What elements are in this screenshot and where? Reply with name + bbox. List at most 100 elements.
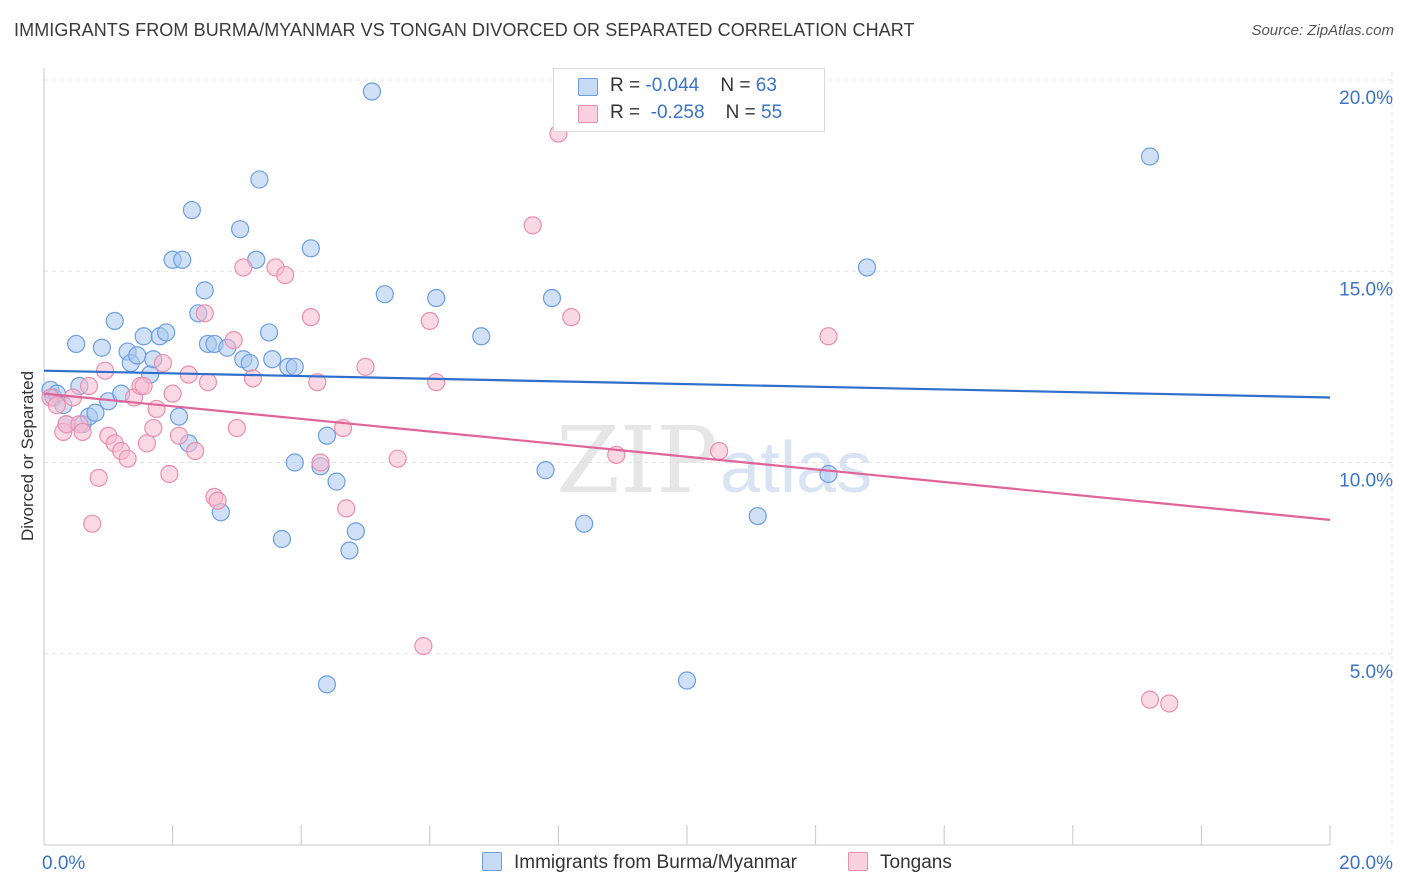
bottom-legend-series1: Immigrants from Burma/Myanmar [482, 852, 797, 874]
point-burma [169, 407, 189, 426]
point-tongan [160, 464, 179, 484]
point-tongan [47, 396, 66, 415]
point-burma [285, 357, 304, 376]
bottom-legend-label-series2: Tongans [880, 852, 952, 873]
point-burma [240, 353, 259, 373]
point-tongan [153, 353, 173, 373]
point-tongan [195, 304, 214, 323]
point-tongan [198, 373, 218, 392]
point-burma [173, 250, 192, 269]
point-tongan [819, 327, 838, 346]
point-burma [340, 541, 359, 560]
point-burma [542, 288, 562, 308]
legend-text-series1: R = -0.044 N = 63 [610, 75, 777, 97]
trend-line-burma [43, 369, 1331, 399]
legend-r-value: -0.044 [645, 75, 700, 96]
point-burma [128, 346, 147, 365]
point-burma [92, 338, 111, 357]
point-tongan [224, 331, 243, 350]
legend-swatch-blue [578, 78, 598, 96]
point-burma [272, 529, 292, 549]
point-tongan [710, 441, 729, 461]
point-tongan [186, 441, 205, 461]
legend-text-series2: R = -0.258 N = 55 [610, 102, 782, 124]
trend-line-tongan [43, 392, 1331, 521]
point-burma [105, 311, 124, 331]
point-burma [857, 258, 877, 277]
point-burma [317, 426, 337, 445]
point-burma [86, 403, 105, 422]
point-tongan [79, 376, 99, 396]
point-tongan [301, 308, 320, 327]
point-tongan [414, 636, 433, 656]
watermark-zip: ZIP [556, 407, 718, 514]
point-tongan [523, 216, 542, 235]
point-tongan [356, 357, 375, 376]
bottom-legend-series2: Tongans [848, 852, 952, 874]
point-burma [301, 239, 320, 258]
point-tongan [308, 373, 327, 392]
point-burma [259, 323, 279, 342]
data-points [41, 82, 1179, 713]
point-tongan [144, 418, 163, 438]
point-burma [157, 323, 176, 342]
point-tongan [83, 514, 102, 533]
point-tongan [234, 258, 253, 277]
point-tongan [89, 468, 108, 487]
legend-row-series2: R = -0.258 N = 55 [554, 101, 824, 127]
chart-source: Source: ZipAtlas.com [1251, 22, 1394, 39]
point-tongan [276, 265, 295, 285]
point-tongan [137, 434, 156, 453]
x-tick-label: 20.0% [1339, 853, 1393, 874]
legend-n-label: N = [720, 75, 756, 96]
legend-swatch-pink [578, 105, 598, 123]
point-tongan [163, 384, 182, 403]
point-burma [327, 472, 346, 491]
point-burma [575, 514, 594, 533]
legend: R = -0.044 N = 63 R = -0.258 N = 55 [553, 68, 825, 132]
point-burma [250, 170, 269, 189]
point-tongan [147, 399, 166, 419]
point-burma [263, 350, 282, 369]
y-tick-label: 20.0% [1339, 88, 1393, 109]
point-burma [195, 281, 214, 300]
point-tongan [388, 449, 407, 468]
point-tongan [95, 361, 115, 380]
point-tongan [1160, 694, 1179, 713]
point-burma [472, 327, 491, 346]
chart-title: IMMIGRANTS FROM BURMA/MYANMAR VS TONGAN … [14, 20, 915, 40]
point-tongan [337, 499, 356, 518]
legend-n-value: 55 [761, 102, 783, 123]
point-burma [427, 288, 446, 308]
point-tongan [427, 373, 446, 392]
legend-r-value: -0.258 [645, 102, 705, 123]
axes [43, 68, 1331, 846]
point-burma [285, 453, 304, 472]
point-burma [819, 464, 838, 484]
y-axis-label: Divorced or Separated [18, 370, 37, 542]
point-burma [317, 675, 337, 694]
point-tongan [208, 491, 227, 510]
bottom-legend-swatch-blue [482, 852, 502, 871]
point-tongan [118, 449, 137, 468]
tick-labels: 5.0% 10.0% 15.0% 20.0% 0.0% 20.0% [42, 88, 1393, 874]
point-tongan [227, 418, 246, 438]
point-burma [346, 522, 365, 541]
point-burma [182, 200, 201, 220]
legend-n-label: N = [725, 102, 762, 123]
point-burma [677, 671, 697, 690]
point-tongan [311, 453, 330, 472]
legend-row-series1: R = -0.044 N = 63 [554, 74, 824, 100]
y-tick-label: 5.0% [1350, 662, 1393, 683]
point-burma [1140, 147, 1160, 166]
point-burma [375, 285, 394, 304]
point-tongan [73, 422, 92, 441]
point-burma [536, 461, 555, 480]
point-burma [231, 220, 250, 239]
trend-lines [43, 369, 1331, 521]
point-tongan [134, 376, 153, 396]
legend-r-label: R = [610, 102, 646, 123]
x-tick-label: 0.0% [42, 853, 85, 874]
bottom-legend-label-series1: Immigrants from Burma/Myanmar [514, 852, 797, 873]
